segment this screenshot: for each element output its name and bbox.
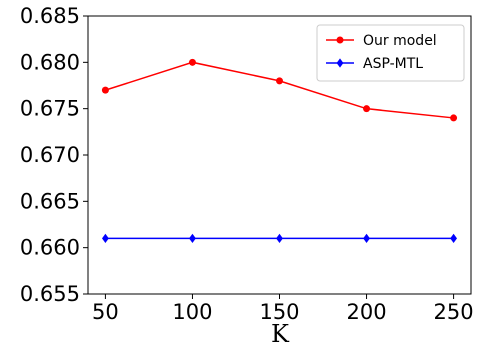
series-asp-mtl bbox=[102, 233, 457, 243]
data-point bbox=[102, 233, 109, 243]
series-our-model bbox=[101, 58, 458, 122]
legend: Our model ASP-MTL bbox=[316, 24, 465, 82]
y-tick-label: 0.675 bbox=[20, 97, 80, 121]
y-tick-label: 0.655 bbox=[20, 282, 80, 306]
data-point bbox=[450, 233, 457, 243]
data-point bbox=[336, 36, 344, 44]
data-point bbox=[363, 233, 370, 243]
data-point bbox=[101, 86, 109, 94]
x-tick-label: 100 bbox=[172, 300, 212, 324]
data-point bbox=[276, 77, 283, 85]
legend-entry: ASP-MTL bbox=[326, 56, 423, 72]
data-point bbox=[188, 58, 196, 66]
x-axis: 50 100 150 200 250 bbox=[92, 294, 474, 324]
legend-entry: Our model bbox=[326, 33, 437, 49]
y-tick-label: 0.680 bbox=[20, 50, 80, 74]
y-tick-label: 0.685 bbox=[20, 4, 80, 28]
legend-box bbox=[316, 24, 465, 82]
y-tick-label: 0.665 bbox=[20, 189, 80, 213]
data-point bbox=[336, 58, 344, 68]
data-point bbox=[450, 114, 458, 122]
x-tick-label: 50 bbox=[92, 300, 119, 324]
legend-label: Our model bbox=[363, 33, 437, 49]
x-tick-label: 200 bbox=[346, 300, 386, 324]
x-tick-label: 250 bbox=[434, 300, 474, 324]
y-axis: 0.655 0.660 0.665 0.670 0.675 0.680 0.685 bbox=[20, 4, 88, 306]
legend-label: ASP-MTL bbox=[363, 56, 423, 72]
x-tick-label: 150 bbox=[259, 300, 299, 324]
y-tick-label: 0.670 bbox=[20, 143, 80, 167]
series-layer bbox=[101, 58, 458, 243]
data-point bbox=[189, 233, 196, 243]
data-point bbox=[276, 233, 283, 243]
y-tick-label: 0.660 bbox=[20, 236, 80, 260]
x-axis-label: K bbox=[271, 320, 290, 348]
data-point bbox=[363, 105, 371, 113]
